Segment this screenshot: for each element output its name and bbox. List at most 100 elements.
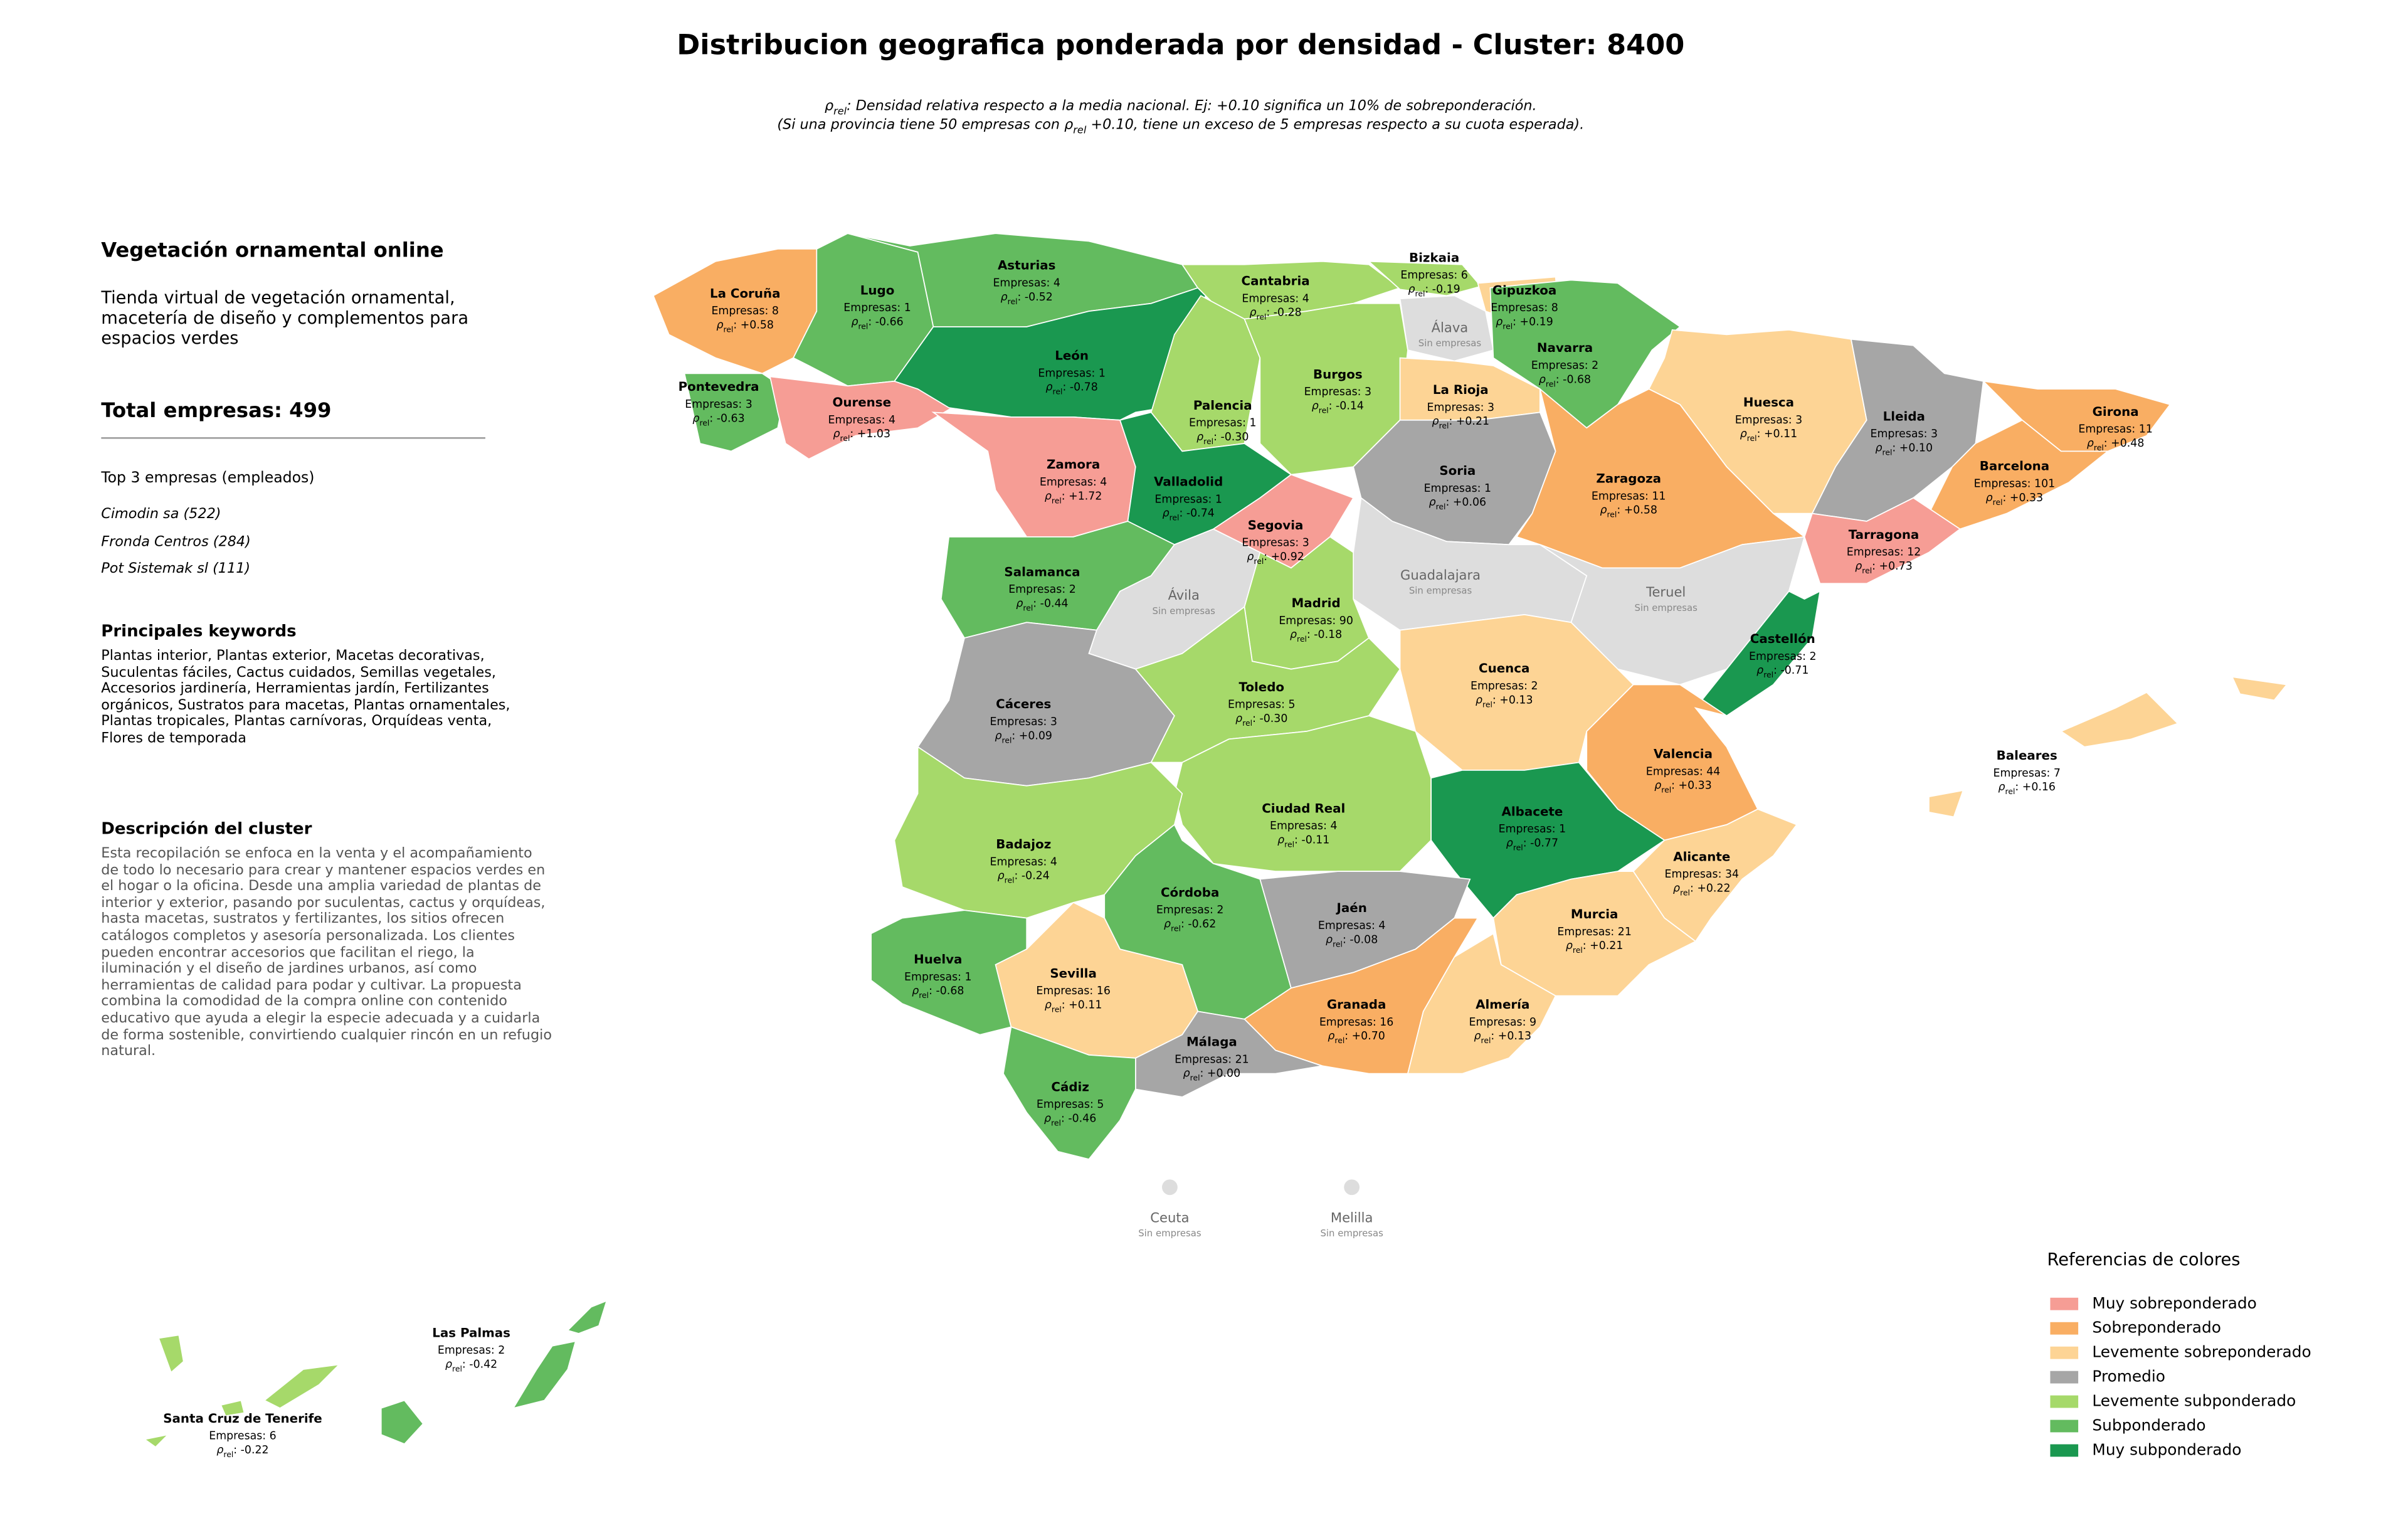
cluster-title: Descripción del cluster: [101, 820, 312, 839]
province-name: Las Palmas: [432, 1325, 510, 1340]
province-name: Castellón: [1750, 632, 1815, 646]
density-symbol: ρ: [2087, 437, 2094, 450]
province-shape: [1173, 715, 1432, 873]
province-name: Pontevedra: [679, 379, 759, 394]
province-companies: Empresas: 101: [1974, 477, 2056, 490]
province-companies: Empresas: 11: [1592, 490, 1666, 502]
density-subscript: rel: [1747, 433, 1757, 443]
density-subscript: rel: [1190, 1073, 1200, 1083]
density-subscript: rel: [1170, 513, 1180, 523]
density-symbol: ρ: [1290, 629, 1297, 641]
province-density: ρrel: +0.73: [1855, 560, 1913, 575]
density-value: -0.28: [1274, 307, 1302, 319]
province-name: Cantabria: [1242, 274, 1310, 289]
province-name: Ourense: [832, 395, 891, 410]
density-value: +0.33: [2010, 492, 2043, 504]
province-density: ρrel: +0.33: [1654, 780, 1712, 795]
province-name: León: [1055, 349, 1089, 363]
density-separator: :: [1491, 1030, 1497, 1043]
density-separator: :: [1264, 551, 1270, 563]
density-value: +0.16: [2022, 781, 2056, 793]
density-separator: :: [1425, 283, 1432, 295]
province-name: Álava: [1432, 319, 1469, 335]
province-density: ρrel: -0.68: [1539, 373, 1591, 388]
province-density: ρrel: +0.16: [1998, 781, 2055, 796]
density-symbol: ρ: [1998, 781, 2005, 793]
density-symbol: ρ: [1326, 933, 1333, 946]
province-shape: [263, 1364, 341, 1409]
subtitle: ρrel: Densidad relativa respecto a la me…: [825, 97, 1537, 117]
density-symbol: ρ: [1496, 316, 1502, 329]
province-shape: [2060, 691, 2179, 748]
density-symbol: ρ: [1235, 713, 1242, 725]
province-name: Granada: [1327, 997, 1386, 1012]
density-value: -0.68: [1563, 373, 1591, 386]
province-density: ρrel: +0.13: [1476, 694, 1533, 709]
subtitle-subscript: rel: [833, 105, 847, 117]
province-companies: Empresas: 3: [1427, 401, 1494, 414]
province-density: ρrel: -0.46: [1044, 1113, 1096, 1128]
province-shape: [1811, 338, 1984, 522]
province-density: ρrel: -0.44: [1016, 597, 1068, 612]
density-subscript: rel: [1297, 634, 1307, 644]
density-symbol: ρ: [445, 1359, 452, 1371]
density-separator: :: [1671, 780, 1678, 792]
province-density: ρrel: -0.74: [1163, 507, 1215, 523]
density-symbol: ρ: [1016, 597, 1023, 610]
province-shape: [1003, 1026, 1136, 1160]
province-density: ρrel: +0.33: [1986, 492, 2043, 507]
province-density: ρrel: -0.71: [1756, 664, 1809, 679]
density-separator: :: [1556, 373, 1563, 386]
density-subscript: rel: [1883, 447, 1893, 457]
density-symbol: ρ: [1654, 780, 1661, 792]
legend-label: Muy subponderado: [2092, 1440, 2241, 1458]
density-symbol: ρ: [912, 985, 919, 997]
subtitle-text: ρ: [825, 97, 833, 114]
legend-label: Levemente sobreponderado: [2092, 1343, 2311, 1361]
province-name: Huesca: [1743, 395, 1794, 410]
top-company: Fronda Centros (284): [101, 535, 251, 551]
province-density: ρrel: +0.06: [1429, 496, 1487, 511]
density-separator: :: [868, 316, 875, 329]
density-value: +0.48: [2111, 437, 2144, 450]
province-name: Toledo: [1238, 680, 1284, 694]
density-separator: :: [1011, 730, 1018, 742]
province-name: Málaga: [1186, 1035, 1237, 1049]
density-subscript: rel: [1436, 502, 1446, 511]
province-name: Valencia: [1654, 747, 1713, 761]
top-company: Cimodin sa (522): [101, 507, 221, 523]
density-subscript: rel: [1257, 312, 1267, 322]
density-symbol: ρ: [1876, 442, 1883, 454]
province-companies: Empresas: 21: [1175, 1053, 1249, 1066]
divider: [101, 437, 485, 439]
province-name: Badajoz: [996, 837, 1051, 851]
density-symbol: ρ: [1673, 882, 1680, 894]
cluster-description: Esta recopilación se enfoca en la venta …: [101, 846, 552, 1060]
density-value: +0.33: [1679, 780, 1712, 792]
province-density: ρrel: +0.92: [1247, 551, 1304, 566]
province-density: ρrel: +0.58: [716, 319, 774, 334]
legend-label: Promedio: [2092, 1367, 2165, 1386]
density-value: +0.13: [1498, 1030, 1531, 1043]
province-density: ρrel: -0.42: [445, 1359, 497, 1374]
density-separator: :: [1266, 307, 1273, 319]
density-symbol: ρ: [1855, 560, 1862, 573]
province-density: ρrel: -0.19: [1408, 283, 1460, 298]
subtitle-subscript: rel: [1073, 124, 1087, 135]
density-value: -0.71: [1780, 664, 1809, 677]
province-companies: Sin empresas: [1635, 602, 1698, 613]
density-value: +0.09: [1019, 730, 1052, 742]
province-shape: [380, 1399, 424, 1445]
province-shape: [512, 1340, 577, 1409]
province-companies: Empresas: 21: [1557, 926, 1632, 938]
legend-swatch: [2050, 1371, 2079, 1384]
province-density: ρrel: -0.11: [1277, 834, 1329, 849]
density-subscript: rel: [1481, 1036, 1491, 1045]
density-value: -0.24: [1022, 870, 1050, 883]
sidebar-body: Vegetación ornamental online Tienda virt…: [101, 233, 568, 1105]
density-symbol: ρ: [1566, 940, 1573, 952]
density-separator: :: [1523, 837, 1530, 850]
density-subscript: rel: [1052, 1004, 1062, 1014]
province-density: ρrel: -0.30: [1196, 431, 1249, 446]
